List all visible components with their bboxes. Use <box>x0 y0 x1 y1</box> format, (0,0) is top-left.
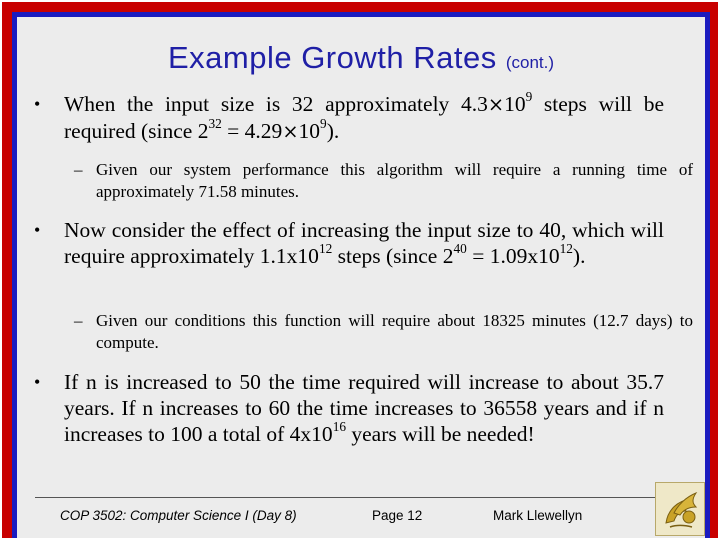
slide-title-sub: (cont.) <box>505 53 555 72</box>
bullet-marker: • <box>34 220 41 240</box>
footer-divider <box>35 497 655 498</box>
footer-author: Mark Llewellyn <box>493 508 583 523</box>
subbullet-marker: – <box>74 160 83 179</box>
bullet-2: • Now consider the effect of increasing … <box>34 218 664 268</box>
slide-title-main: Example Growth Rates <box>167 40 497 75</box>
subbullet-2: – Given our conditions this function wil… <box>74 311 693 352</box>
slide-footer <box>17 503 705 538</box>
bullet-3: • If n is increased to 50 the time requi… <box>34 370 664 446</box>
bullet-marker: • <box>34 372 41 392</box>
subbullet-1: – Given our system performance this algo… <box>74 160 693 201</box>
slide-title: Example Growth Rates (cont.) <box>17 40 705 76</box>
bullet-marker: • <box>34 94 41 114</box>
slide-content: Example Growth Rates (cont.) • When the … <box>17 17 705 538</box>
pegasus-logo-icon <box>655 482 705 536</box>
bullet-1: • When the input size is 32 approximatel… <box>34 88 664 143</box>
footer-course: COP 3502: Computer Science I (Day 8) <box>60 508 297 523</box>
subbullet-marker: – <box>74 311 83 330</box>
footer-page-number: Page 12 <box>372 508 423 523</box>
